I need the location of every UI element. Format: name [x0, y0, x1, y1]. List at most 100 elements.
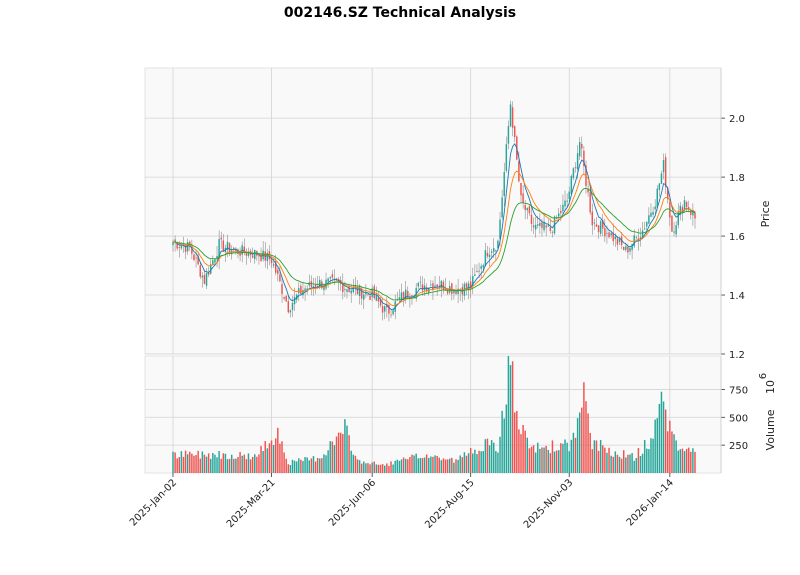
- volume-bar: [421, 457, 424, 473]
- candle-body: [476, 271, 478, 272]
- volume-bar: [384, 465, 386, 473]
- candle-body: [451, 283, 453, 294]
- candle-body: [207, 272, 210, 275]
- volume-bar: [616, 454, 619, 473]
- candle-body: [528, 206, 531, 214]
- volume-bar: [218, 451, 220, 473]
- volume-bar: [316, 458, 319, 473]
- volume-bar: [444, 459, 447, 473]
- volume-bar: [306, 457, 308, 473]
- candle-body: [509, 104, 512, 127]
- candle-body: [457, 288, 459, 295]
- volume-bar: [274, 438, 277, 473]
- candle-body: [658, 183, 661, 190]
- candle-body: [641, 230, 644, 238]
- candle-body: [323, 286, 325, 291]
- candle-body: [333, 278, 336, 280]
- volume-bar: [197, 450, 199, 473]
- candle-body: [639, 237, 642, 240]
- volume-bar: [583, 382, 585, 473]
- candle-body: [664, 157, 667, 187]
- candle-body: [214, 259, 216, 263]
- candle-body: [258, 255, 260, 257]
- ma-medium-line: [172, 170, 696, 307]
- volume-bar: [465, 455, 468, 473]
- volume-bar: [402, 457, 405, 473]
- volume-bar: [367, 463, 369, 473]
- candle-body: [507, 126, 510, 144]
- volume-bar: [503, 418, 505, 473]
- volume-bar: [493, 442, 495, 473]
- candle-body: [599, 221, 602, 234]
- volume-bar: [488, 445, 491, 473]
- volume-bar: [207, 453, 210, 473]
- candle-body: [277, 270, 279, 274]
- volume-bar: [432, 456, 434, 473]
- candle-body: [421, 284, 424, 291]
- candle-body: [574, 167, 577, 169]
- candle-body: [608, 232, 610, 238]
- volume-bar: [245, 459, 248, 473]
- volume-bar: [199, 458, 201, 473]
- volume-bar: [692, 448, 694, 473]
- volume-bar: [463, 452, 466, 473]
- candle-body: [404, 289, 407, 300]
- candle-body: [572, 168, 575, 179]
- volume-panel: [144, 355, 722, 474]
- volume-bar: [186, 454, 189, 473]
- candle-body: [388, 304, 390, 314]
- volume-bar: [191, 453, 193, 473]
- volume-bar: [430, 456, 432, 473]
- ma-long-line: [172, 187, 696, 301]
- volume-bar: [660, 391, 663, 473]
- volume-bar: [279, 443, 281, 473]
- candle-body: [212, 260, 214, 265]
- candle-body: [495, 249, 497, 251]
- volume-bar: [205, 456, 208, 473]
- candle-body: [434, 285, 436, 287]
- volume-bar: [369, 464, 371, 473]
- candle-body: [329, 277, 331, 279]
- volume-bar: [270, 440, 273, 473]
- candle-body: [379, 298, 382, 306]
- candle-body: [360, 288, 363, 299]
- candle-body: [184, 245, 187, 252]
- candle-body: [652, 211, 654, 215]
- candle-body: [373, 286, 375, 299]
- time-tick-label: 2025-Aug-15: [423, 477, 477, 531]
- volume-bar: [574, 437, 577, 473]
- candle-body: [300, 285, 302, 294]
- candle-body: [518, 161, 520, 182]
- volume-bar: [373, 461, 375, 473]
- volume-bar: [673, 434, 675, 473]
- volume-bar: [451, 457, 453, 473]
- price-tick-label: 1.2: [729, 350, 745, 361]
- candle-body: [562, 204, 564, 212]
- candle-body: [534, 224, 537, 230]
- candle-body: [560, 210, 562, 214]
- volume-bar: [658, 403, 661, 473]
- volume-bar: [687, 447, 690, 473]
- candle-body: [589, 192, 591, 213]
- candle-body: [493, 248, 495, 252]
- candle-body: [287, 301, 290, 313]
- candle-body: [274, 261, 277, 273]
- price-tick-label: 2.0: [729, 114, 745, 125]
- volume-bar: [650, 438, 652, 473]
- volume-bar: [239, 451, 241, 473]
- volume-bar: [484, 439, 487, 473]
- candle-body: [541, 222, 543, 229]
- volume-bar: [304, 457, 306, 473]
- volume-bar: [622, 450, 625, 473]
- volume-bar: [178, 457, 181, 473]
- volume-bar: [656, 418, 658, 473]
- volume-bar: [568, 451, 570, 473]
- volume-bar: [671, 431, 673, 473]
- volume-bar: [522, 424, 524, 473]
- volume-bar: [291, 459, 294, 473]
- candle-body: [201, 275, 204, 278]
- volume-bar: [425, 454, 428, 473]
- candle-body: [482, 265, 484, 268]
- candle-body: [216, 255, 218, 259]
- candle-body: [344, 288, 346, 290]
